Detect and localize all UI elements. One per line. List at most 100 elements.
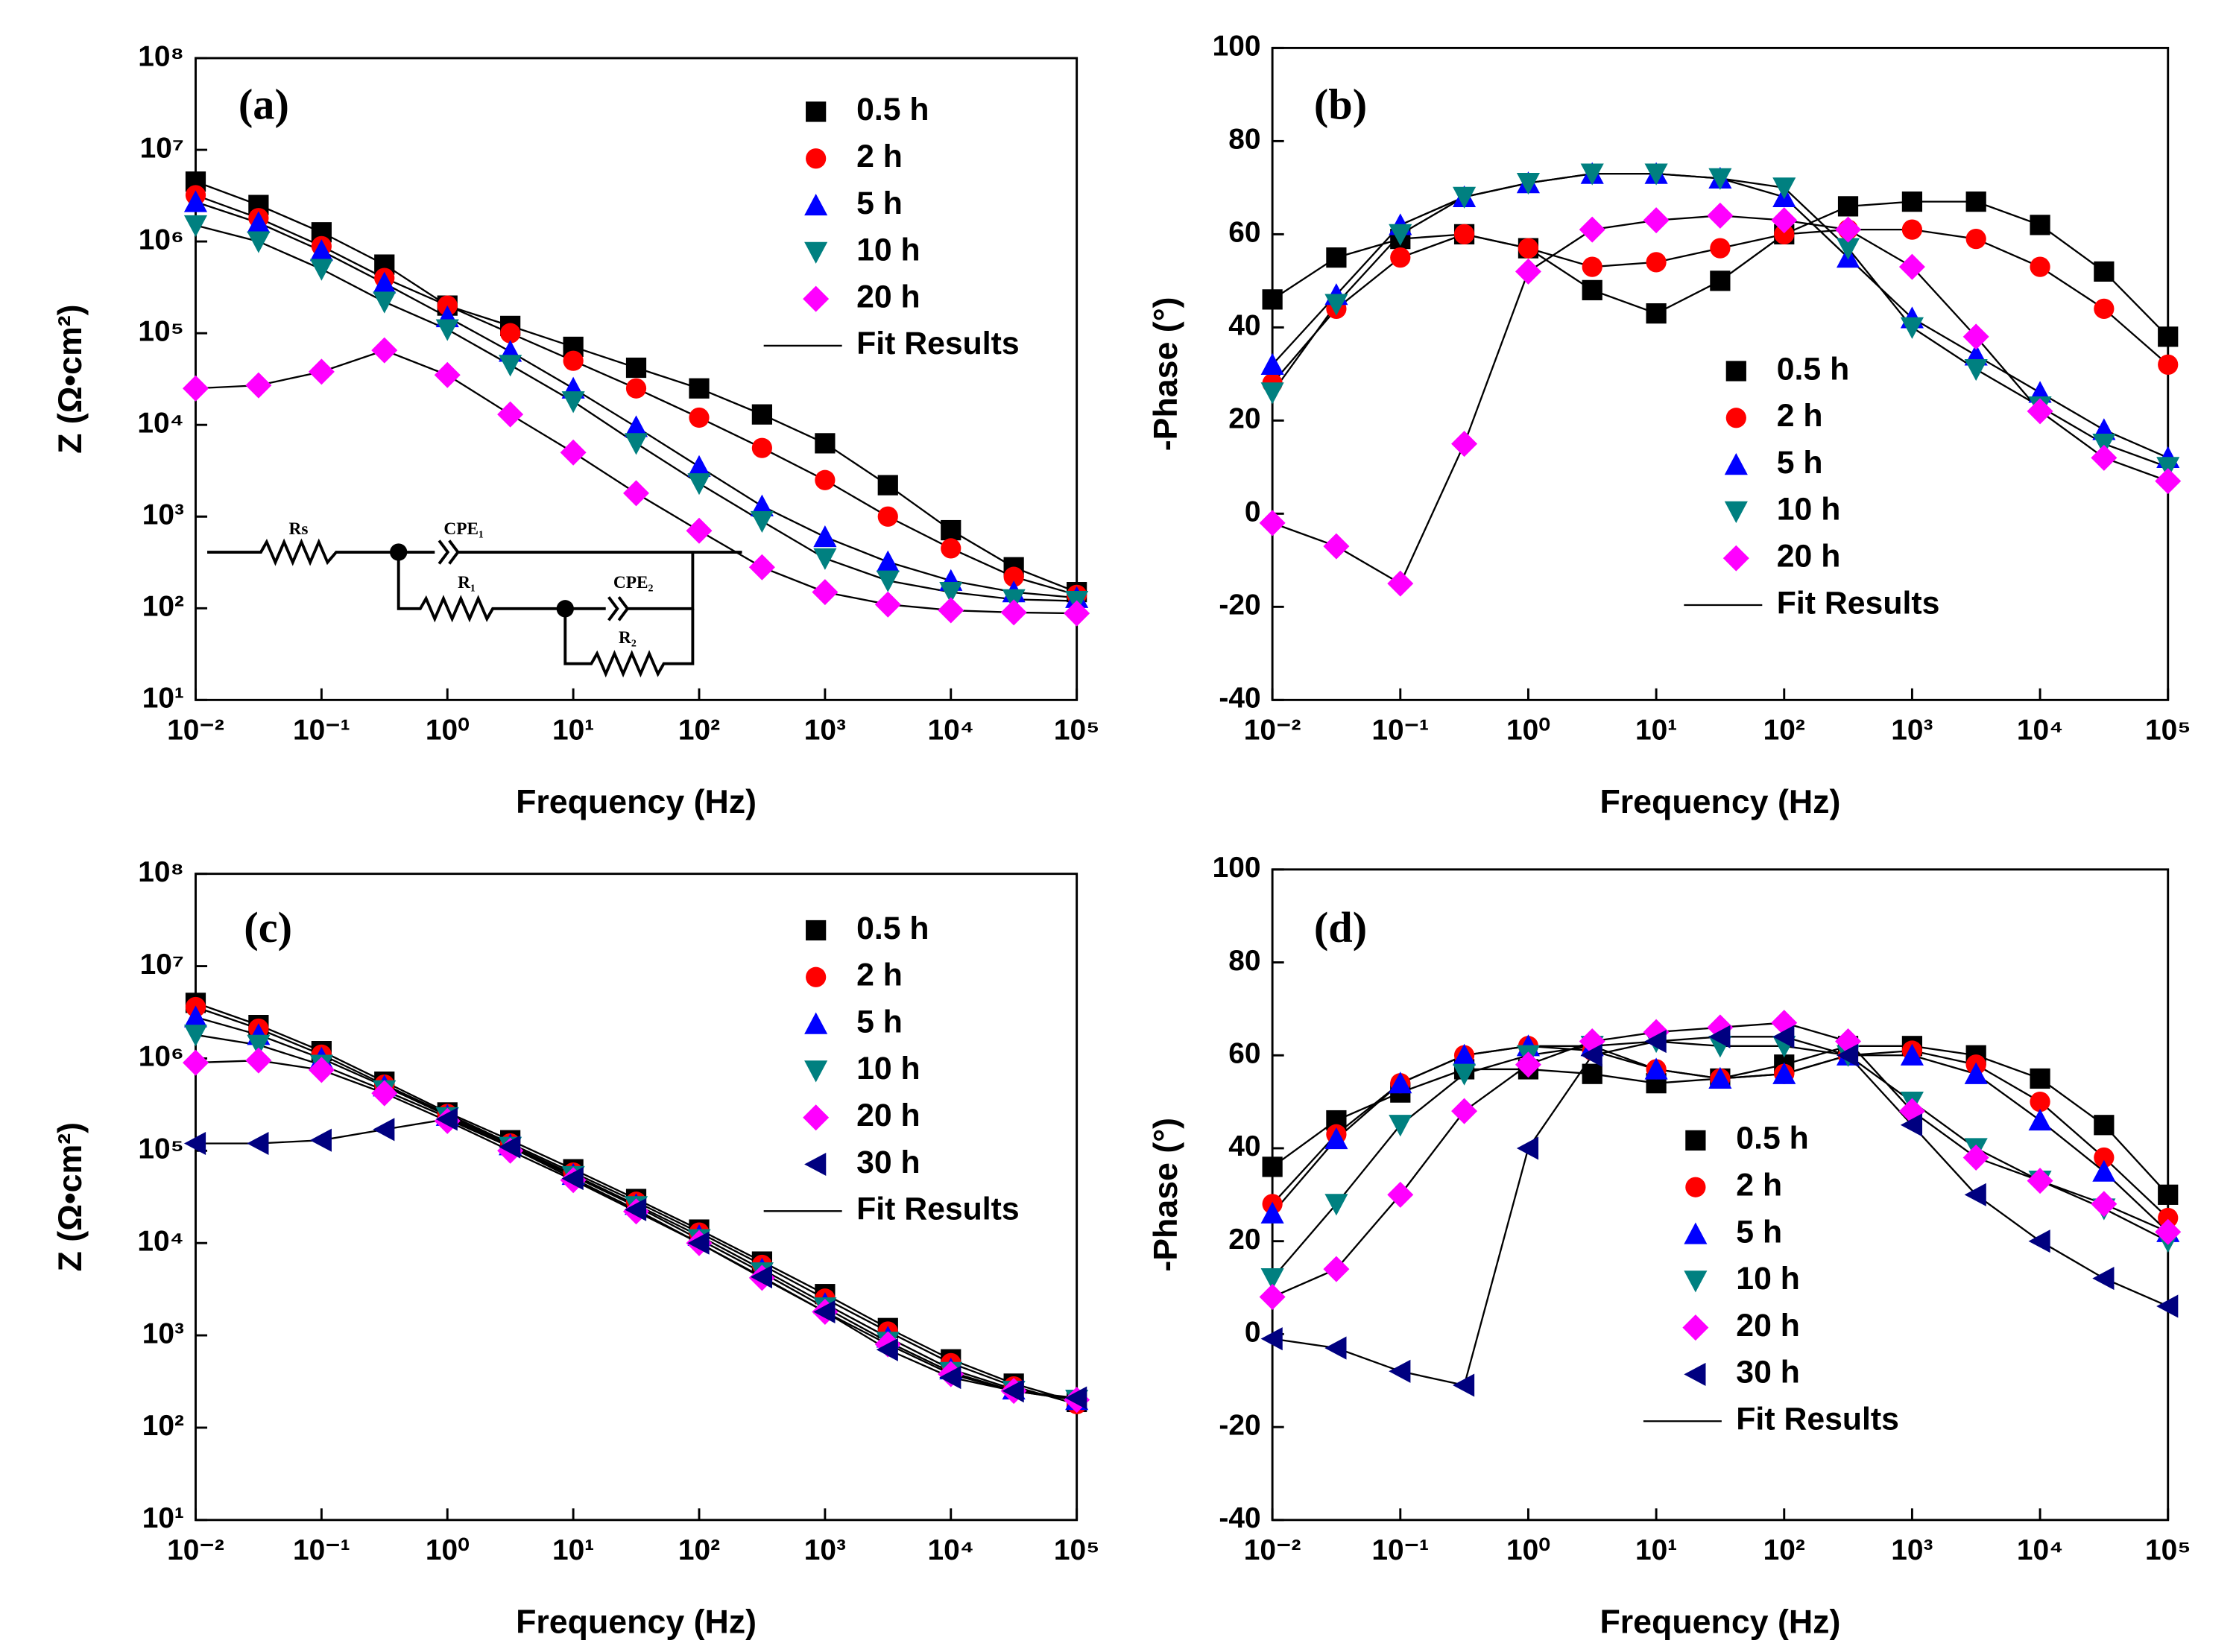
marker <box>939 1366 961 1390</box>
legend-label: Fit Results <box>856 326 1020 361</box>
y-tick-label: 10⁴ <box>137 1225 183 1257</box>
y-tick-label: 10⁴ <box>137 407 183 439</box>
panel: 10⁻² 10⁻¹ 10⁰ 10¹ 10² 10³ 10⁴ 10⁵ 10¹ 10² 10³ 10⁴ 10… <box>52 856 1099 1641</box>
marker <box>1389 224 1412 246</box>
marker <box>499 355 522 377</box>
y-tick-label: 0 <box>1245 1317 1261 1349</box>
marker <box>1453 1373 1475 1397</box>
x-axis-title: Frequency (Hz) <box>1599 1604 1840 1641</box>
marker <box>1260 382 1284 405</box>
marker <box>2091 444 2118 471</box>
legend-label: 20 h <box>1736 1308 1800 1344</box>
legend-label: 2 h <box>856 958 903 993</box>
marker <box>689 378 710 399</box>
y-axis-title: Z (Ω•cm²) <box>52 1122 89 1272</box>
marker <box>1260 1201 1284 1224</box>
marker <box>373 1118 395 1142</box>
legend-marker <box>803 285 830 312</box>
marker <box>624 1197 647 1221</box>
panel: 10⁻² 10⁻¹ 10⁰ 10¹ 10² 10³ 10⁴ 10⁵ 10¹ 10² 10³ 10⁴ 10… <box>52 40 1099 820</box>
x-tick-label: 10⁰ <box>426 1534 470 1566</box>
x-tick-label: 10⁻² <box>167 714 224 746</box>
y-tick-label: 10⁷ <box>140 132 184 164</box>
marker <box>1582 279 1602 300</box>
marker <box>2092 434 2116 456</box>
marker <box>750 494 774 516</box>
marker <box>1900 317 1924 339</box>
x-tick-label: 10⁵ <box>1054 1534 1100 1566</box>
marker <box>1708 168 1732 190</box>
y-tick-label: -40 <box>1219 1502 1260 1534</box>
legend-label: 20 h <box>856 279 920 314</box>
marker <box>1707 202 1734 229</box>
marker <box>1836 238 1860 260</box>
marker <box>2158 326 2179 347</box>
circuit-label: Rs <box>289 519 309 539</box>
y-tick-label: 0 <box>1245 496 1261 528</box>
marker <box>2094 1147 2115 1168</box>
legend-label: 30 h <box>856 1145 920 1180</box>
marker <box>182 375 209 402</box>
marker <box>1965 229 1986 250</box>
legend-label: 30 h <box>1736 1355 1800 1390</box>
marker <box>183 190 208 212</box>
marker <box>1900 1113 1923 1137</box>
marker <box>435 1107 458 1131</box>
legend-label: 0.5 h <box>1777 351 1849 387</box>
marker <box>624 433 648 455</box>
legend-marker <box>1684 1362 1706 1386</box>
legend-marker <box>1725 361 1746 382</box>
x-tick-label: 10³ <box>1891 714 1933 746</box>
marker <box>2028 1109 2052 1131</box>
marker <box>1389 1359 1411 1383</box>
marker <box>2030 256 2050 277</box>
legend-marker <box>804 1012 828 1034</box>
marker <box>1324 1127 1348 1150</box>
marker <box>815 433 836 454</box>
marker <box>1708 1025 1731 1048</box>
marker <box>1582 1063 1602 1084</box>
circuit-wire <box>563 608 695 678</box>
y-axis-title: -Phase (°) <box>1148 297 1184 452</box>
marker <box>2156 457 2180 479</box>
marker <box>435 319 459 341</box>
legend-marker <box>803 1104 830 1131</box>
panel: 10⁻² 10⁻¹ 10⁰ 10¹ 10² 10³ 10⁴ 10⁵ -40 -20 0 20 40 60 8… <box>1148 31 2191 820</box>
marker <box>309 259 333 281</box>
circuit-wire <box>207 538 435 566</box>
marker <box>877 475 898 496</box>
marker <box>1453 1063 1477 1086</box>
circuit-label: CPE₁ <box>443 519 484 539</box>
marker <box>2030 1092 2050 1113</box>
x-tick-label: 10³ <box>1891 1534 1933 1566</box>
marker <box>1580 1043 1602 1067</box>
marker <box>373 291 397 314</box>
x-tick-label: 10⁵ <box>2145 714 2191 746</box>
marker <box>1260 1268 1284 1291</box>
marker <box>2091 1191 2118 1218</box>
marker <box>815 469 836 490</box>
circuit-wire <box>397 552 606 623</box>
marker <box>2155 468 2182 495</box>
marker <box>2094 261 2115 282</box>
legend-label: 10 h <box>856 232 920 268</box>
marker <box>245 1047 272 1074</box>
marker <box>2092 1267 2115 1291</box>
marker <box>2027 1168 2053 1194</box>
marker <box>1515 1051 1541 1078</box>
marker <box>2030 1068 2050 1089</box>
x-tick-label: 10⁻¹ <box>1371 714 1429 746</box>
y-tick-label: 10² <box>142 591 184 623</box>
y-tick-label: 100 <box>1213 852 1261 884</box>
marker <box>247 1034 271 1057</box>
marker <box>625 378 647 399</box>
marker <box>1964 1062 1988 1084</box>
x-axis-title: Frequency (Hz) <box>516 1604 757 1641</box>
legend-marker <box>1724 501 1748 523</box>
marker <box>1324 294 1348 316</box>
legend-marker <box>1724 453 1748 475</box>
y-tick-label: 10⁵ <box>138 315 184 347</box>
legend-marker <box>804 1060 828 1083</box>
marker <box>1262 289 1283 310</box>
marker <box>1772 177 1796 200</box>
